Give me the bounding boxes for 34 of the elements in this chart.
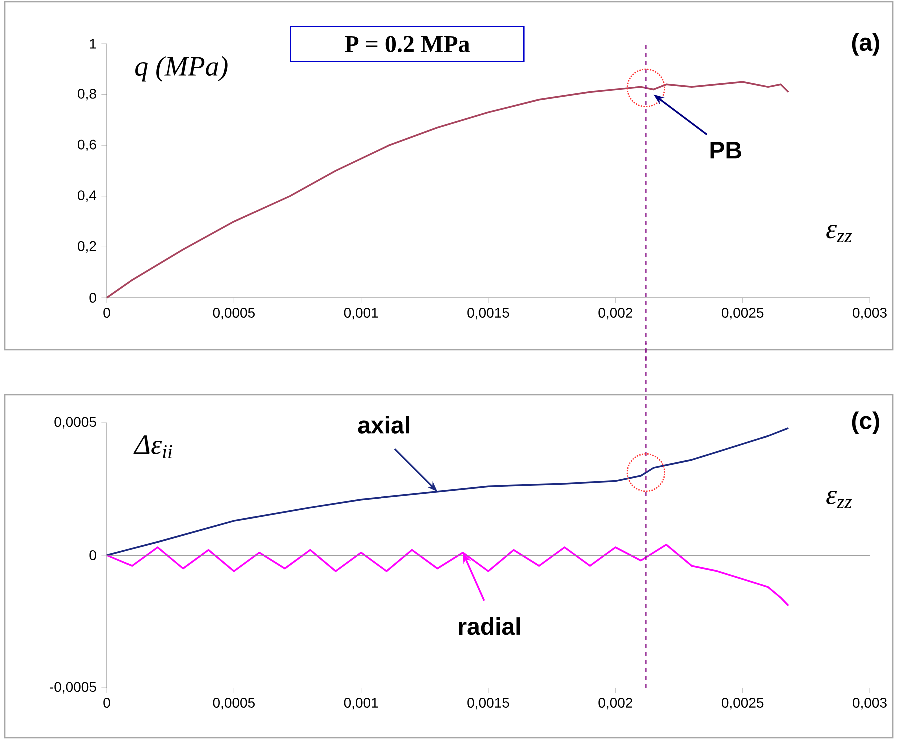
x-tick-label: 0,003 <box>853 698 887 710</box>
y-axis-title: q (MPa) <box>136 56 228 82</box>
x-tick-label: 0,001 <box>344 698 378 710</box>
y-tick-label: 0,8 <box>78 89 96 101</box>
y-tick-label: 0 <box>90 293 96 303</box>
annotation: PB <box>710 142 742 159</box>
x-tick-label: 0,002 <box>598 698 632 710</box>
x-tick-label: 0,002 <box>598 308 632 320</box>
line-series <box>106 544 790 607</box>
x-tick-label: 0,001 <box>344 308 378 320</box>
y-tick-label: 0,2 <box>78 241 96 253</box>
x-tick-label: 0 <box>104 698 110 708</box>
annotation: (c) <box>852 412 880 434</box>
y-tick-label: -0,0005 <box>50 682 96 694</box>
x-axis-title: ε$_{zz}$ <box>826 491 852 508</box>
x-tick-label: 0,0015 <box>468 308 510 320</box>
annotation: (a) <box>852 33 880 56</box>
x-tick-label: 0,0025 <box>722 698 764 710</box>
x-tick-label: 0,0025 <box>722 308 764 320</box>
annotation: P = 0.2 MPa <box>345 36 470 53</box>
x-tick-label: 0,0005 <box>213 308 255 320</box>
y-tick-label: 0 <box>90 550 96 560</box>
x-tick-label: 0,003 <box>853 308 887 320</box>
y-tick-label: 1 <box>90 39 96 49</box>
y-tick-label: 0,0005 <box>54 417 96 429</box>
y-axis-title: Δε$_{ii}$ <box>134 436 172 458</box>
y-tick-label: 0,6 <box>78 140 96 152</box>
legend-label: radial <box>459 618 520 636</box>
x-tick-label: 0,0005 <box>213 698 255 710</box>
x-tick-label: 0 <box>104 308 110 318</box>
x-tick-label: 0,0015 <box>468 698 510 710</box>
text: axial <box>358 416 410 434</box>
y-tick-label: 0,4 <box>78 190 97 202</box>
x-axis-title: ε$_{zz}$ <box>826 225 852 242</box>
